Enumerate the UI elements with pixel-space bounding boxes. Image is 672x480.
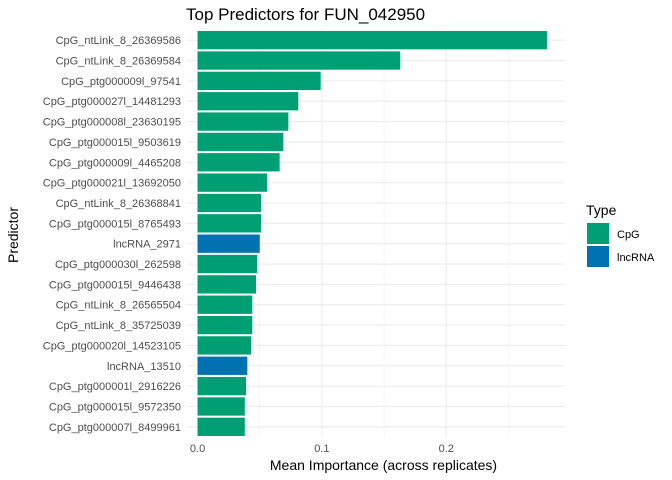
- legend: Type CpG lncRNA: [586, 202, 655, 267]
- y-tick-label: CpG_ntLink_8_26368841: [56, 198, 181, 210]
- y-tick-label: CpG_ptg000015l_9446438: [49, 279, 181, 291]
- bar-CpG_ntLink_8_26565504: [197, 295, 253, 314]
- bar-CpG_ptg000001l_2916226: [197, 376, 247, 396]
- legend-swatch-cpg: [587, 223, 609, 244]
- y-tick-label: CpG_ptg000015l_9503619: [49, 137, 181, 149]
- bar-CpG_ptg000021l_13692050: [197, 173, 268, 192]
- bar-CpG_ntLink_8_26369584: [197, 51, 401, 70]
- bars: [197, 31, 547, 436]
- x-tick-label: 0.1: [314, 443, 329, 455]
- x-tick-label: 0.2: [439, 443, 454, 455]
- y-tick-label: CpG_ptg000001l_2916226: [49, 381, 181, 393]
- x-tick-label: 0.0: [190, 443, 205, 455]
- chart-title: Top Predictors for FUN_042950: [186, 5, 425, 24]
- bar-CpG_ptg000015l_9572350: [197, 397, 245, 416]
- legend-title: Type: [586, 202, 617, 218]
- legend-label-cpg: CpG: [617, 229, 640, 241]
- y-tick-label: CpG_ptg000021l_13692050: [43, 178, 181, 190]
- y-tick-label: CpG_ptg000008l_23630195: [43, 117, 181, 129]
- y-tick-label: CpG_ptg000020l_14523105: [43, 340, 181, 352]
- bar-CpG_ptg000009l_4465208: [197, 153, 280, 172]
- x-tick-labels: 0.0 0.1 0.2: [190, 443, 454, 455]
- y-tick-label: CpG_ptg000027l_14481293: [43, 96, 181, 108]
- bar-CpG_ptg000015l_8765493: [197, 214, 261, 233]
- y-tick-label: CpG_ptg000009l_97541: [61, 76, 181, 88]
- y-tick-label: CpG_ptg000009l_4465208: [49, 157, 181, 169]
- bar-CpG_ntLink_8_26368841: [197, 193, 261, 213]
- y-tick-label: CpG_ntLink_8_26369586: [56, 35, 181, 47]
- bar-CpG_ptg000009l_97541: [197, 71, 321, 91]
- legend-swatch-lncrna: [587, 246, 609, 267]
- bar-CpG_ptg000015l_9503619: [197, 132, 284, 152]
- bar-CpG_ptg000007l_8499961: [197, 417, 245, 436]
- bar-lncRNA_13510: [197, 356, 248, 375]
- y-tick-label: CpG_ntLink_8_26369584: [56, 56, 181, 68]
- bar-CpG_ptg000020l_14523105: [197, 336, 252, 355]
- bar-CpG_ptg000027l_14481293: [197, 92, 299, 111]
- grid: [187, 30, 565, 437]
- bar-CpG_ptg000030l_262598: [197, 254, 258, 274]
- bar-CpG_ptg000015l_9446438: [197, 275, 257, 294]
- y-tick-labels: CpG_ntLink_8_26369586 CpG_ntLink_8_263695…: [43, 35, 181, 434]
- y-tick-label: lncRNA_2971: [113, 239, 181, 251]
- y-axis-title: Predictor: [5, 207, 21, 263]
- x-axis-title: Mean Importance (across replicates): [270, 457, 497, 473]
- y-tick-label: CpG_ptg000015l_8765493: [49, 218, 181, 230]
- y-tick-label: CpG_ptg000015l_9572350: [49, 401, 181, 413]
- legend-label-lncrna: lncRNA: [617, 252, 655, 264]
- y-tick-label: CpG_ptg000030l_262598: [55, 259, 181, 271]
- bar-CpG_ptg000008l_23630195: [197, 112, 289, 131]
- bar-CpG_ntLink_8_26369586: [197, 31, 547, 50]
- bar-CpG_ntLink_8_35725039: [197, 315, 253, 335]
- bar-lncRNA_2971: [197, 234, 260, 253]
- y-tick-label: CpG_ptg000007l_8499961: [49, 422, 181, 434]
- y-tick-label: CpG_ntLink_8_35725039: [56, 320, 181, 332]
- y-tick-label: lncRNA_13510: [107, 361, 181, 373]
- y-tick-label: CpG_ntLink_8_26565504: [56, 300, 181, 312]
